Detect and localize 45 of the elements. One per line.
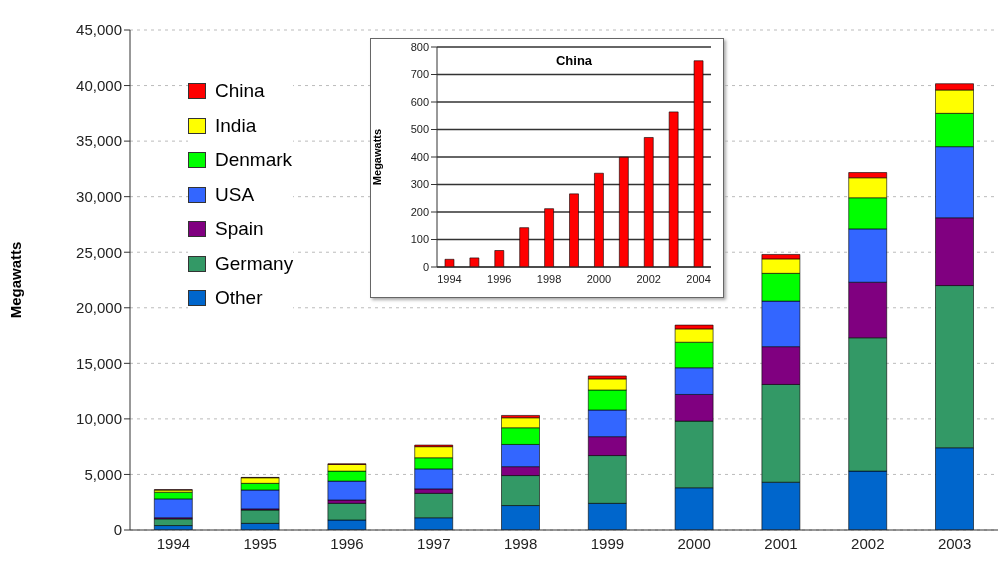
x-tick-label: 2004 [686, 272, 711, 285]
x-tick-label: 2003 [937, 534, 972, 552]
legend-label: Denmark [215, 149, 293, 172]
x-tick-label: 1996 [330, 534, 364, 552]
x-tick-label: 1994 [156, 534, 191, 552]
y-tick-label: 20,000 [76, 299, 122, 317]
x-tick-label: 2000 [677, 534, 711, 552]
x-tick-label: 1995 [243, 534, 277, 552]
y-tick-label: 30,000 [76, 187, 122, 205]
y-tick-label: 40,000 [76, 76, 122, 94]
x-tick-label: 2000 [586, 272, 612, 285]
y-tick-label: 0 [422, 260, 429, 273]
x-tick-label: 1994 [437, 272, 462, 285]
y-tick-label: 100 [410, 233, 429, 246]
legend-label: China [215, 80, 265, 103]
x-tick-label: 1999 [590, 534, 625, 552]
y-tick-label: 400 [410, 150, 429, 163]
y-tick-label: 500 [410, 123, 429, 136]
y-axis-title: Megawatts [370, 128, 383, 186]
y-tick-label: 200 [410, 205, 429, 218]
y-tick-label: 10,000 [76, 410, 122, 428]
legend-label: Germany [215, 252, 294, 275]
x-tick-label: 1998 [536, 272, 562, 285]
x-tick-label: 1996 [487, 272, 512, 285]
y-tick-label: 0 [113, 521, 122, 539]
y-tick-label: 35,000 [76, 132, 122, 150]
x-tick-label: 2002 [851, 534, 885, 552]
y-tick-label: 700 [410, 68, 429, 81]
x-tick-label: 1997 [417, 534, 451, 552]
y-tick-label: 800 [410, 40, 429, 53]
y-tick-label: 5,000 [84, 465, 122, 483]
text: China [554, 53, 594, 68]
x-tick-label: 2002 [636, 272, 661, 285]
y-tick-label: 45,000 [76, 21, 122, 39]
legend-label: Spain [215, 218, 264, 241]
legend-label: USA [215, 183, 255, 206]
x-tick-label: 2001 [764, 534, 798, 552]
y-tick-label: 15,000 [76, 354, 122, 372]
y-axis-title: Megawatts [7, 241, 25, 319]
legend-label: Other [215, 287, 263, 310]
y-tick-label: 600 [410, 95, 429, 108]
y-tick-label: 300 [410, 178, 429, 191]
legend-label: India [215, 114, 257, 137]
x-tick-label: 1998 [503, 534, 538, 552]
y-tick-label: 25,000 [76, 243, 122, 261]
